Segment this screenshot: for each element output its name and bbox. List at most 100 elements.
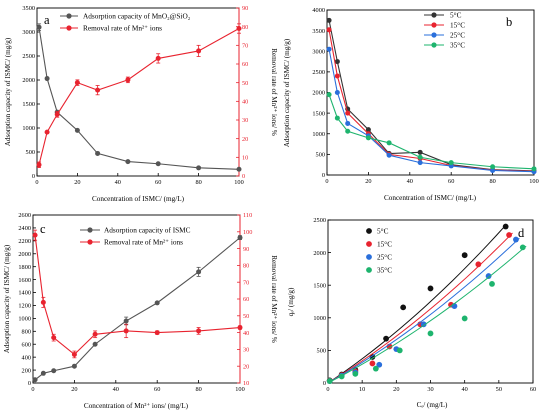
panel-d-legend-marker-1 (366, 228, 372, 234)
panel-c-ytick-label: 200 (22, 367, 31, 374)
panel-a-series-1-point (36, 24, 42, 30)
panel-d: d Cₑ/ (mg/L) qₑ/ (mg/g) 5°C 15°C 25°C 35… (287, 217, 536, 409)
panel-b-ytick-label: 2000 (312, 90, 325, 97)
panel-d-xlabel: Cₑ/ (mg/L) (417, 401, 448, 409)
panel-b-series-4-point (365, 135, 371, 141)
panel-a-ytick-label: 0 (32, 173, 35, 180)
panel-d-ytick-label: 2000 (313, 250, 326, 257)
panel-c-series-1-point (40, 370, 46, 376)
panel-a-series-2-line (38, 28, 240, 165)
panel-a-series-2-point (236, 26, 242, 32)
panel-c-ytick-label: 800 (22, 329, 31, 336)
panel-d-legend-marker-3 (366, 254, 372, 260)
panel-b-series-4-point (334, 115, 340, 121)
panel-b-legend-marker-4 (431, 42, 437, 48)
panel-a: a Concentration of ISMC/ (mg/L) Adsorpti… (4, 5, 278, 203)
panel-a-plot-frame (36, 7, 240, 177)
panel-b-xtick-label: 80 (489, 178, 495, 185)
panel-c-ytick-label: 2200 (18, 238, 31, 245)
panel-a-series-2-point (125, 77, 131, 83)
panel-b-legend-label-2: 15°C (450, 21, 465, 30)
panel-d-series-1-point (502, 223, 509, 230)
panel-a-series-2-point (74, 80, 80, 86)
panel-c-series-1-point (92, 341, 98, 347)
panel-a-y2tick-label: 50 (242, 80, 248, 87)
panel-c-ytick-label: 1200 (18, 303, 31, 310)
panel-a-xlabel: Concentration of ISMC/ (mg/L) (92, 195, 185, 203)
panel-c-ytick-label: 1400 (18, 290, 31, 297)
panel-c: c Concentration of Mn²⁺ ions/ (mg/L) Ads… (3, 212, 278, 410)
panel-d-legend-label-3: 25°C (377, 253, 392, 262)
panel-a-ytick-label: 3500 (22, 5, 35, 12)
panel-a-series-1-point (155, 161, 161, 167)
panel-a-xtick-label: 0 (35, 179, 38, 186)
panel-c-y2tick-label: 50 (243, 313, 249, 320)
panel-d-xtick-label: 0 (326, 386, 329, 393)
panel-b-series-4-point (326, 92, 332, 98)
panel-a-ytick-label: 2500 (22, 53, 35, 60)
panel-b-label: b (506, 15, 512, 29)
panel-b-ytick-label: 1000 (312, 131, 325, 138)
panel-b-legend: 5°C 15°C 25°C 35°C (424, 11, 465, 50)
panel-c-ytick-label: 600 (22, 341, 31, 348)
panel-b-series-4-point (448, 160, 454, 166)
panel-d-label: d (518, 226, 525, 240)
panel-c-legend-label-2: Removal rate of Mn²⁺ ions (104, 238, 183, 247)
panel-d-series-3-point (513, 236, 519, 243)
panel-c-series-1-point (237, 235, 243, 241)
panel-a-ytick-label: 1000 (22, 125, 35, 132)
panel-b-series-3-point (417, 160, 423, 166)
panel-c-y2tick-label: 70 (243, 279, 249, 286)
panel-a-y2tick-label: 80 (242, 24, 248, 31)
panel-d-series-1-fit (327, 224, 507, 384)
panel-a-series-2-point (54, 111, 60, 117)
panel-c-xtick-label: 0 (31, 386, 34, 393)
panel-b-series-1-point (365, 127, 371, 133)
panel-a-xtick-label: 20 (74, 179, 80, 186)
panel-b-ytick-label: 500 (316, 152, 325, 159)
panel-c-series-2-point (92, 331, 98, 337)
panel-d-ytick-label: 1500 (313, 282, 326, 289)
panel-d-xtick-label: 40 (462, 386, 468, 393)
panel-d-legend-marker-2 (366, 241, 372, 247)
panel-d-series-2-fit (327, 232, 513, 384)
panel-c-ytick-label: 2400 (18, 225, 31, 232)
panel-b-ytick-label: 1500 (312, 110, 325, 117)
panel-b-series-2-point (345, 110, 351, 116)
panel-d-ylabel: qₑ/ (mg/g) (287, 287, 295, 316)
panel-a-y2tick-label: 30 (242, 117, 248, 124)
panel-b-series-1-point (417, 149, 423, 155)
panel-c-series-2-point (123, 328, 129, 334)
panel-d-legend-label-4: 35°C (377, 266, 392, 275)
panel-d-series-3-point (485, 273, 492, 279)
panel-b-legend-label-1: 5°C (450, 11, 462, 20)
panel-b-ytick-label: 0 (322, 172, 325, 179)
panel-c-series-2-point (71, 351, 77, 357)
panel-c-series-1-point (123, 318, 129, 324)
panel-a-ytick-label: 1500 (22, 101, 35, 108)
panel-b-series-3-point (490, 167, 496, 173)
panel-c-ytick-label: 2600 (18, 212, 31, 219)
panel-b-legend-label-3: 25°C (450, 31, 465, 40)
panel-c-xtick-label: 100 (235, 386, 244, 393)
panel-b-series-1-point (334, 59, 340, 65)
panel-c-series-1-point (51, 368, 57, 374)
panel-d-series-4-point (461, 315, 468, 322)
panel-d-ytick-label: 0 (323, 380, 326, 387)
panel-c-y2label: Removal rate of Mn²⁺ ions/ % (270, 255, 278, 343)
panel-a-series-1-point (196, 165, 202, 171)
panel-c-y2tick-label: 110 (243, 212, 252, 219)
panel-a-series-2-point (196, 48, 202, 54)
panel-a-series-1-point (236, 166, 242, 172)
panel-a-series-2-point (155, 55, 161, 61)
panel-b-series-4-point (490, 164, 496, 170)
panel-c-series-2-point (237, 325, 243, 331)
panel-d-xtick-label: 30 (427, 386, 433, 393)
panel-c-series-1-point (154, 300, 160, 306)
panel-c-series-1-line (34, 237, 241, 381)
panel-c-ytick-label: 0 (28, 380, 31, 387)
panel-b-series-1-line (328, 20, 535, 172)
panel-a-series-2-point (95, 87, 101, 93)
panel-a-legend: Adsorption capacity of MnO₂@SiO₂ Removal… (60, 12, 191, 33)
panel-a-y2tick-label: 70 (242, 43, 248, 50)
